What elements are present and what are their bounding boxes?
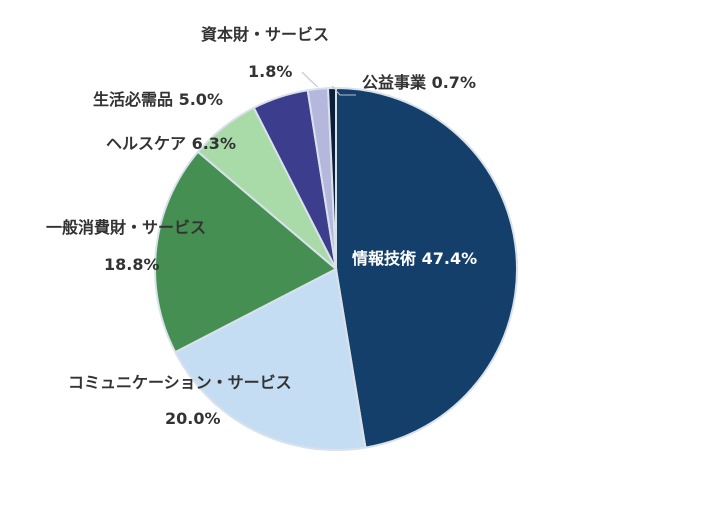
label-communication-services-name: コミュニケーション・サービス [68, 373, 292, 392]
label-consumer-staples: 生活必需品 5.0% [93, 90, 223, 109]
pie-slices [154, 86, 518, 451]
label-industrials-name: 資本財・サービス [201, 25, 329, 44]
leader-line-utilities [331, 85, 356, 96]
label-utilities: 公益事業 0.7% [362, 73, 476, 92]
label-communication-services-value: 20.0% [165, 409, 221, 428]
leader-lines [301, 71, 356, 96]
label-industrials-value: 1.8% [248, 62, 292, 81]
leader-line-industrials [301, 71, 318, 88]
slice-utilities [326, 86, 337, 270]
label-health-care: ヘルスケア 6.3% [106, 134, 236, 153]
label-consumer-discretionary-name: 一般消費財・サービス [46, 218, 206, 237]
slice-consumer-discretionary [154, 150, 338, 354]
label-consumer-discretionary-value: 18.8% [104, 255, 160, 274]
label-information-technology: 情報技術 47.4% [352, 249, 477, 268]
slice-communication-services [173, 267, 367, 451]
slice-information-technology [335, 86, 518, 449]
